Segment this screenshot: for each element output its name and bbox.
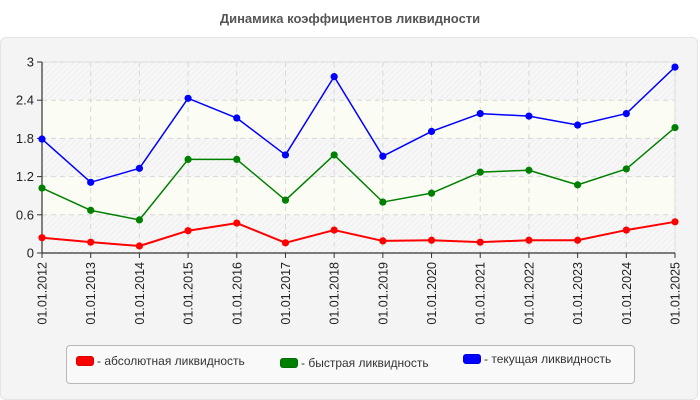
data-point[interactable] xyxy=(427,189,436,197)
legend-item-absolute[interactable]: - абсолютная ликвидность xyxy=(76,354,245,368)
data-point[interactable] xyxy=(379,237,387,245)
data-point[interactable] xyxy=(622,109,630,118)
legend-label: - текущая ликвидность xyxy=(484,352,612,366)
plot-band xyxy=(42,214,675,253)
series-текущая-ликвидность xyxy=(38,63,679,186)
x-tick-label: 01.01.2021 xyxy=(474,262,488,325)
data-point[interactable] xyxy=(525,236,533,244)
gridlines xyxy=(42,61,676,253)
x-tick-label: 01.01.2020 xyxy=(425,262,439,325)
data-point[interactable] xyxy=(525,166,533,174)
x-tick-label: 01.01.2018 xyxy=(328,262,342,325)
data-point[interactable] xyxy=(330,151,338,159)
x-tick-label: 01.01.2022 xyxy=(522,262,536,325)
legend-swatch-green xyxy=(280,358,298,368)
series-абсолютная-ликвидность xyxy=(38,218,679,250)
data-point[interactable] xyxy=(135,216,143,224)
data-point[interactable] xyxy=(525,112,533,120)
x-tick-label: 01.01.2012 xyxy=(36,262,50,325)
x-tick-label: 01.01.2017 xyxy=(279,262,293,325)
data-point[interactable] xyxy=(427,236,436,244)
data-point[interactable] xyxy=(671,123,679,132)
data-point[interactable] xyxy=(379,152,387,160)
y-tick-label: 0.6 xyxy=(16,207,34,222)
y-tick-label: 2.4 xyxy=(16,93,34,108)
data-point[interactable] xyxy=(233,114,241,122)
data-point[interactable] xyxy=(427,127,436,135)
data-point[interactable] xyxy=(87,178,95,186)
x-axis-labels: 01.01.2012 01.01.2013 01.01.2014 01.01.2015… xyxy=(36,262,683,325)
x-tick-label: 01.01.2015 xyxy=(182,262,196,325)
data-point[interactable] xyxy=(622,226,630,234)
legend-swatch-blue xyxy=(463,354,481,364)
data-point[interactable] xyxy=(330,73,338,81)
data-point[interactable] xyxy=(476,238,484,246)
axes xyxy=(37,61,676,258)
data-point[interactable] xyxy=(574,121,582,129)
legend-item-current[interactable]: - текущая ликвидность xyxy=(463,352,611,366)
chart-title: Динамика коэффициентов ликвидности xyxy=(219,11,481,26)
data-point[interactable] xyxy=(476,109,484,118)
data-point[interactable] xyxy=(184,227,192,235)
data-point[interactable] xyxy=(233,219,241,227)
data-point[interactable] xyxy=(622,165,630,173)
data-point[interactable] xyxy=(671,218,679,226)
data-point[interactable] xyxy=(281,151,290,159)
x-tick-label: 01.01.2025 xyxy=(669,262,683,325)
plot-band xyxy=(42,62,675,101)
legend-label: - абсолютная ликвидность xyxy=(97,354,245,368)
data-point[interactable] xyxy=(476,168,484,176)
data-point[interactable] xyxy=(38,234,46,242)
data-point[interactable] xyxy=(330,226,338,234)
legend: - абсолютная ликвидность - быстрая ликви… xyxy=(66,345,635,384)
data-point[interactable] xyxy=(233,155,241,164)
data-point[interactable] xyxy=(281,239,290,247)
data-point[interactable] xyxy=(135,242,143,250)
x-tick-label: 01.01.2014 xyxy=(133,262,147,325)
data-point[interactable] xyxy=(87,206,95,214)
y-tick-label: 1.2 xyxy=(16,169,34,184)
data-point[interactable] xyxy=(574,236,582,244)
data-point[interactable] xyxy=(38,184,46,192)
plot-band xyxy=(42,100,675,139)
y-tick-label: 3 xyxy=(27,55,34,70)
data-point[interactable] xyxy=(87,238,95,246)
legend-item-quick[interactable]: - быстрая ликвидность xyxy=(280,356,429,370)
series-быстрая-ликвидность xyxy=(38,123,679,224)
data-point[interactable] xyxy=(671,63,679,71)
data-point[interactable] xyxy=(379,198,387,206)
x-tick-label: 01.01.2013 xyxy=(84,262,98,325)
x-tick-label: 01.01.2016 xyxy=(230,262,244,325)
y-tick-label: 0 xyxy=(27,246,34,261)
series-line xyxy=(41,66,676,184)
data-point[interactable] xyxy=(135,164,143,172)
x-tick-label: 01.01.2023 xyxy=(571,262,585,325)
series-line xyxy=(41,220,676,247)
data-point[interactable] xyxy=(38,135,46,143)
data-point[interactable] xyxy=(184,155,192,164)
data-point[interactable] xyxy=(184,94,192,102)
y-axis-labels: 0 0.6 1.2 1.8 2.4 3 xyxy=(16,55,34,261)
legend-swatch-red xyxy=(76,356,94,366)
legend-label: - быстрая ликвидность xyxy=(301,356,429,370)
data-point[interactable] xyxy=(281,196,290,204)
x-tick-label: 01.01.2019 xyxy=(376,262,390,325)
series-lines xyxy=(38,63,679,250)
series-line xyxy=(41,127,676,221)
y-tick-label: 1.8 xyxy=(16,131,34,146)
plot-background-bands xyxy=(41,61,676,254)
data-point[interactable] xyxy=(574,181,582,189)
x-tick-label: 01.01.2024 xyxy=(620,262,634,325)
